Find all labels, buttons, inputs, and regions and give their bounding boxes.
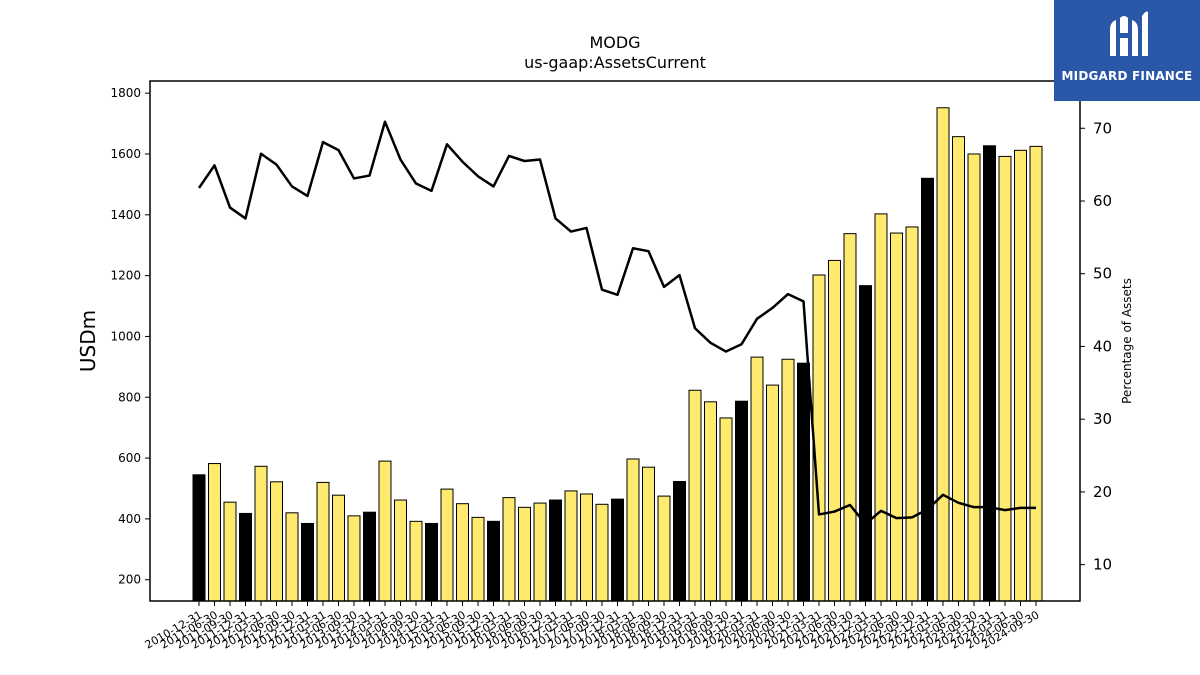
logo-text: MIDGARD FINANCE bbox=[1061, 69, 1193, 83]
bar-2019-09-30 bbox=[735, 400, 748, 602]
bar-2018-06-30 bbox=[657, 495, 671, 602]
bar-2021-12-31 bbox=[874, 213, 888, 602]
bar-2012-03-31 bbox=[270, 481, 283, 602]
y-tick-label-200: 200 bbox=[118, 573, 141, 587]
tick-marks: 200 400 600 800 1000 1200 1400 1600 1800 10 20 30 40… bbox=[110, 86, 1112, 651]
bar-2015-12-31 bbox=[502, 497, 516, 602]
axes bbox=[149, 80, 1081, 602]
bar-2013-09-30 bbox=[363, 511, 376, 602]
percentage-line bbox=[197, 120, 1036, 526]
bar-2016-09-30 bbox=[549, 499, 562, 602]
y-tick-label-1600: 1600 bbox=[110, 147, 141, 161]
bar-2017-09-30 bbox=[611, 498, 624, 602]
bar-series bbox=[192, 107, 1043, 602]
chart-subtitle: us-gaap:AssetsCurrent bbox=[524, 53, 706, 72]
bar-2011-12-31 bbox=[254, 465, 268, 602]
bar-2024-06-30 bbox=[1029, 145, 1043, 602]
bar-2018-09-30 bbox=[673, 480, 686, 602]
bar-2021-09-30 bbox=[859, 285, 872, 602]
bar-2017-06-30 bbox=[595, 503, 609, 602]
bar-2011-03-31 bbox=[208, 463, 221, 602]
bar-2019-06-30 bbox=[719, 417, 733, 602]
bar-2012-12-31 bbox=[316, 481, 330, 602]
bar-2011-09-30 bbox=[239, 512, 252, 602]
bar-2011-06-30 bbox=[223, 501, 237, 602]
plot-frame bbox=[149, 80, 1081, 602]
bar-2014-06-30 bbox=[409, 520, 423, 602]
bar-2023-12-31 bbox=[998, 155, 1012, 602]
bar-2010-12-31 bbox=[192, 474, 206, 602]
bar-2020-09-30 bbox=[797, 362, 810, 602]
y-tick-label-600: 600 bbox=[118, 451, 141, 465]
bar-2013-06-30 bbox=[347, 515, 361, 602]
bar-2020-03-31 bbox=[766, 384, 779, 602]
bar-2013-03-31 bbox=[332, 494, 345, 602]
bar-2015-03-31 bbox=[456, 503, 469, 602]
bar-2019-12-31 bbox=[750, 356, 764, 602]
bar-2022-06-30 bbox=[905, 226, 919, 602]
bar-2012-06-30 bbox=[285, 512, 299, 602]
y2-axis-label: Percentage of Assets bbox=[1120, 278, 1134, 404]
y2-tick-label-70: 70 bbox=[1093, 119, 1112, 137]
bar-2014-09-30 bbox=[425, 522, 438, 602]
bar-2016-12-31 bbox=[564, 490, 578, 602]
bar-2023-06-30 bbox=[967, 153, 981, 602]
bar-2022-12-31 bbox=[936, 107, 950, 602]
bar-2014-03-31 bbox=[394, 499, 407, 602]
line-series bbox=[197, 120, 1036, 526]
bar-2020-06-30 bbox=[781, 358, 795, 602]
bar-2022-03-31 bbox=[890, 232, 903, 602]
y-tick-label-400: 400 bbox=[118, 512, 141, 526]
bar-2015-06-30 bbox=[471, 516, 485, 602]
bar-2021-06-30 bbox=[843, 233, 857, 602]
y2-tick-label-50: 50 bbox=[1093, 265, 1112, 283]
bar-2018-12-31 bbox=[688, 389, 702, 602]
bar-2014-12-31 bbox=[440, 488, 454, 602]
bar-2013-12-31 bbox=[378, 460, 392, 602]
midgard-finance-logo: MIDGARD FINANCE bbox=[1054, 0, 1200, 101]
bar-2020-12-31 bbox=[812, 274, 826, 602]
bar-2024-03-31 bbox=[1014, 149, 1027, 602]
bar-2019-03-31 bbox=[704, 401, 717, 602]
y-axis-label: USDm bbox=[76, 310, 100, 372]
bar-2018-03-31 bbox=[642, 466, 655, 602]
y2-tick-label-40: 40 bbox=[1093, 337, 1112, 355]
y-tick-label-1200: 1200 bbox=[110, 269, 141, 283]
y-tick-label-1000: 1000 bbox=[110, 329, 141, 343]
bar-2016-06-30 bbox=[533, 502, 547, 602]
bar-2023-09-30 bbox=[983, 145, 996, 602]
y2-tick-label-60: 60 bbox=[1093, 192, 1112, 210]
y-tick-label-800: 800 bbox=[118, 390, 141, 404]
bar-2021-03-31 bbox=[828, 259, 841, 602]
y2-tick-label-30: 30 bbox=[1093, 410, 1112, 428]
y2-tick-label-20: 20 bbox=[1093, 483, 1112, 501]
y-tick-label-1400: 1400 bbox=[110, 208, 141, 222]
bar-2015-09-30 bbox=[487, 520, 500, 602]
bar-2022-09-30 bbox=[921, 177, 934, 602]
bar-2012-09-30 bbox=[301, 522, 314, 602]
y2-tick-label-10: 10 bbox=[1093, 556, 1112, 574]
bar-2017-12-31 bbox=[626, 458, 640, 602]
logo-mark-icon bbox=[1110, 11, 1148, 56]
bar-2016-03-31 bbox=[518, 506, 531, 602]
bar-2017-03-31 bbox=[580, 493, 593, 602]
bar-2023-03-31 bbox=[952, 136, 965, 602]
y-tick-label-1800: 1800 bbox=[110, 86, 141, 100]
chart-title: MODG bbox=[589, 33, 640, 52]
